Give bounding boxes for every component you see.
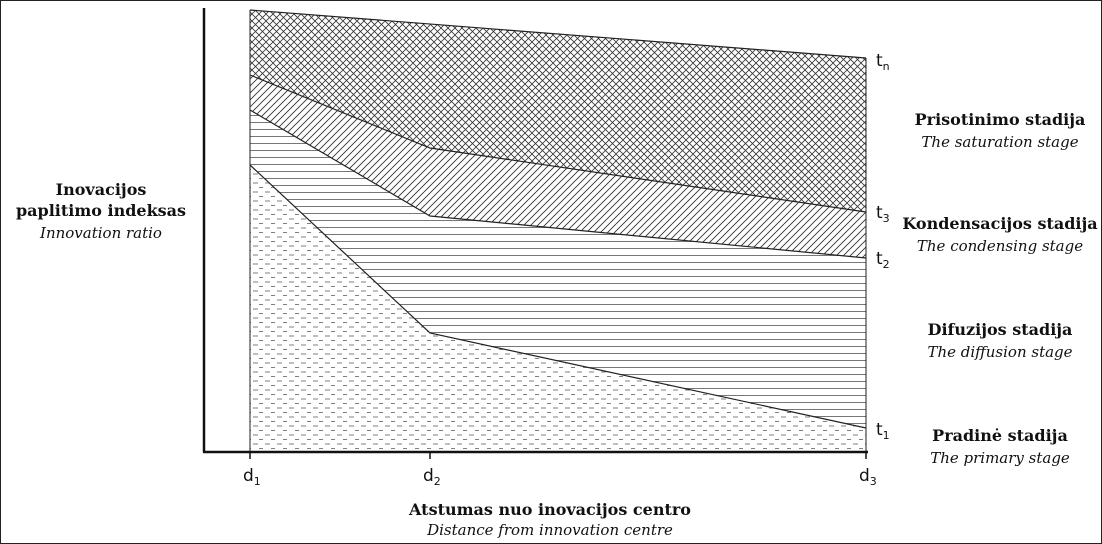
region-condensing — [250, 75, 866, 258]
y-axis-title-lt-line2: paplitimo indeksas — [15, 201, 187, 220]
tick-label-d3: d3 — [859, 466, 877, 488]
x-axis-title: Atstumas nuo inovacijos centro Distance … — [300, 500, 800, 539]
stage-condensing-en: The condensing stage — [916, 237, 1084, 255]
curve-label-t3: t3 — [876, 203, 890, 225]
curve-t3 — [249, 74, 867, 213]
stage-primary-lt: Pradinė stadija — [932, 426, 1068, 445]
curve-label-tn: tn — [876, 51, 890, 73]
tick-label-d2: d2 — [423, 466, 441, 488]
curve-tn — [249, 9, 867, 59]
stage-primary-en: The primary stage — [930, 449, 1070, 467]
curve-label-t2: t2 — [876, 249, 890, 271]
x-axis-title-lt: Atstumas nuo inovacijos centro — [409, 500, 691, 519]
stage-diffusion-lt: Difuzijos stadija — [927, 320, 1073, 339]
x-axis-title-en: Distance from innovation centre — [427, 521, 673, 539]
stage-condensing-lt: Kondensacijos stadija — [902, 214, 1098, 233]
curve-label-t1: t1 — [876, 420, 890, 442]
curve-t2 — [249, 109, 867, 259]
stage-saturation-lt: Prisotinimo stadija — [914, 110, 1086, 129]
stage-diffusion-en: The diffusion stage — [927, 343, 1073, 361]
stage-label-diffusion: Difuzijos stadija The diffusion stage — [900, 320, 1100, 361]
region-saturation — [250, 10, 866, 212]
stage-label-primary: Pradinė stadija The primary stage — [900, 426, 1100, 467]
stage-label-condensing: Kondensacijos stadija The condensing sta… — [896, 214, 1102, 255]
region-diffusion — [250, 110, 866, 428]
y-axis-title-en: Innovation ratio — [40, 224, 162, 242]
tick-label-d1: d1 — [243, 466, 261, 488]
stage-label-saturation: Prisotinimo stadija The saturation stage — [900, 110, 1100, 151]
curve-t1 — [249, 164, 867, 429]
region-primary — [250, 165, 866, 452]
stage-saturation-en: The saturation stage — [921, 133, 1079, 151]
y-axis-title-lt-line1: Inovacijos — [55, 180, 147, 199]
y-axis-title: Inovacijos paplitimo indeksas Innovation… — [6, 180, 196, 242]
